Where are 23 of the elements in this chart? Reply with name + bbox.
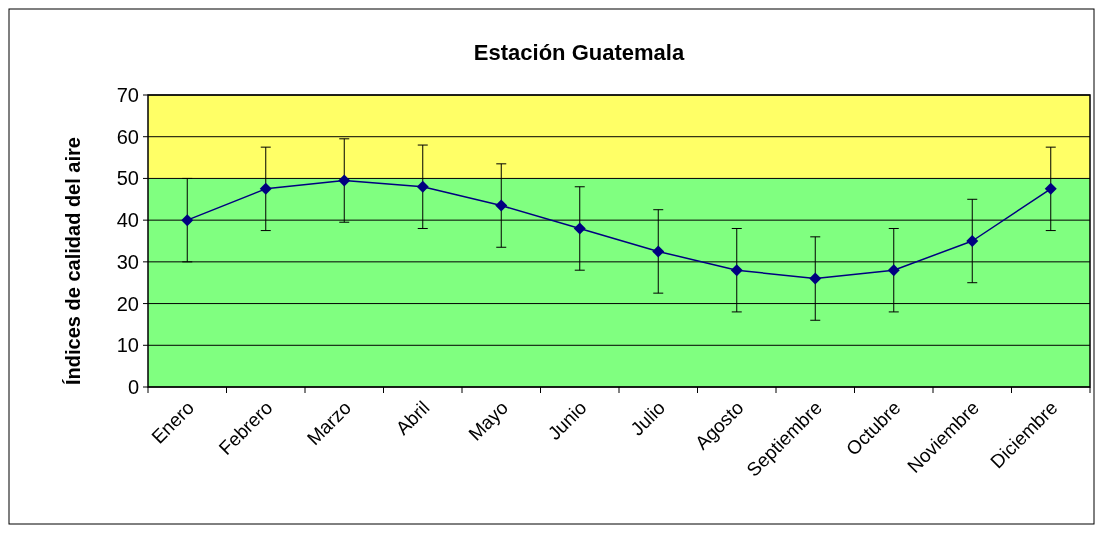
point	[966, 235, 979, 247]
point	[416, 180, 429, 193]
y-tick-label: 40	[116, 209, 139, 232]
y-tick-label: 60	[116, 125, 139, 148]
point	[809, 272, 822, 285]
point	[338, 174, 351, 187]
point	[573, 222, 586, 235]
y-tick-label: 0	[127, 376, 139, 398]
point	[181, 214, 194, 227]
y-axis-title: Índices de calidad del aire	[62, 137, 84, 385]
point	[652, 245, 665, 258]
y-tick-label: 50	[116, 167, 139, 190]
y-tick-label: 20	[116, 292, 139, 315]
y-tick-label: 30	[116, 250, 139, 273]
x-tick-label: Julio	[626, 396, 670, 440]
point	[495, 199, 508, 212]
point	[887, 264, 900, 277]
point	[259, 182, 272, 195]
point	[730, 264, 743, 277]
y-tick-label: 70	[116, 84, 139, 106]
y-tick-label: 10	[116, 334, 139, 357]
chart-title: Estación Guatemala	[473, 40, 685, 65]
point	[1044, 182, 1057, 195]
